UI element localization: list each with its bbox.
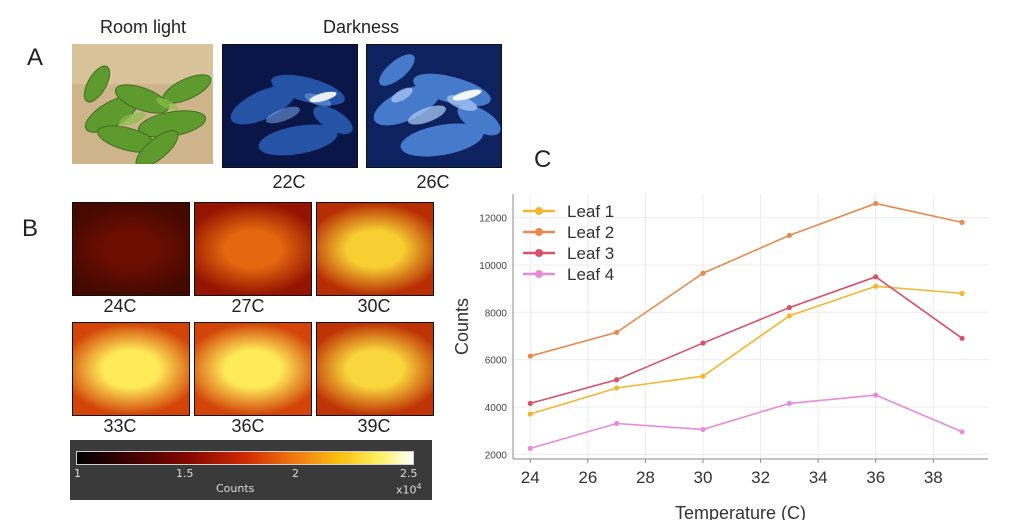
heatmap-caption-27c: 27C: [231, 296, 265, 316]
data-point-leaf-3: [959, 335, 965, 341]
colorbar-tick-2-5: 2.5: [400, 467, 418, 480]
colorbar-tick-1: 1: [74, 467, 81, 480]
heatmap-tile-24c: [72, 202, 190, 296]
data-point-leaf-3: [527, 400, 533, 406]
heatmap-caption-36c: 36C: [231, 416, 265, 436]
data-point-leaf-2: [959, 219, 965, 225]
data-point-leaf-1: [700, 373, 706, 379]
colorbar-label: Counts: [216, 482, 255, 495]
series-line-leaf-3: [530, 275, 963, 405]
y-tick-label: 12000: [479, 214, 507, 225]
data-point-leaf-1: [527, 411, 533, 417]
x-tick-label: 24: [521, 468, 540, 487]
heatmap-caption-33c: 33C: [103, 416, 137, 436]
data-point-leaf-2: [786, 232, 792, 239]
heatmap-caption-24c: 24C: [103, 296, 137, 316]
y-tick-label: 8000: [485, 308, 508, 319]
dark-caption-26c: 26C: [416, 172, 450, 192]
x-tick-label: 26: [578, 468, 597, 487]
legend-marker-leaf-3: [535, 249, 543, 257]
panel-letter-c: C: [534, 146, 552, 173]
data-point-leaf-2: [700, 270, 706, 276]
heatmap-tile-33c: [72, 322, 190, 416]
data-point-leaf-1: [614, 385, 620, 391]
colorbar-gradient: [76, 451, 414, 465]
y-tick-label: 10000: [479, 261, 507, 272]
legend-label-leaf-4: Leaf 4: [567, 265, 614, 284]
heatmap-tile-30c: [316, 202, 434, 296]
room-light-label: Room light: [99, 17, 187, 37]
legend-label-leaf-3: Leaf 3: [567, 244, 614, 263]
data-point-leaf-3: [786, 304, 792, 311]
data-point-leaf-4: [959, 429, 965, 435]
data-point-leaf-2: [614, 329, 620, 336]
y-tick-label: 6000: [485, 356, 508, 367]
data-point-leaf-2: [527, 353, 533, 359]
colorbar-panel: 1 1.5 2 2.5 Counts x104: [70, 440, 432, 500]
data-point-leaf-1: [873, 283, 879, 289]
darkness-22c-image: [222, 44, 358, 168]
legend-marker-leaf-4: [535, 270, 543, 278]
panel-letter-a: A: [27, 44, 44, 71]
data-point-leaf-2: [873, 200, 879, 207]
legend-label-leaf-1: Leaf 1: [567, 202, 614, 221]
dark-caption-22c: 22C: [272, 172, 306, 192]
data-point-leaf-4: [700, 426, 706, 433]
data-point-leaf-4: [527, 445, 533, 451]
heatmap-tile-27c: [194, 202, 312, 296]
darkness-label: Darkness: [322, 17, 400, 37]
x-axis-label: Temperature (C): [675, 503, 806, 520]
panel-letter-b: B: [22, 215, 39, 242]
x-tick-label: 28: [636, 468, 655, 487]
x-tick-label: 30: [694, 468, 713, 487]
y-tick-label: 2000: [485, 450, 508, 461]
x-tick-label: 36: [866, 468, 885, 487]
colorbar-tick-2: 2: [292, 467, 299, 480]
heatmap-caption-39c: 39C: [357, 416, 391, 436]
heatmap-caption-30c: 30C: [357, 296, 391, 316]
line-chart: 24 26 28 30 32 34 36 38 2000 4000 6000 8000 10000 120…: [452, 194, 988, 520]
data-point-leaf-1: [786, 313, 792, 319]
y-tick-label: 4000: [485, 403, 508, 414]
heatmap-tile-39c: [316, 322, 434, 416]
series-line-leaf-2: [530, 202, 963, 357]
y-axis-label: Counts: [452, 298, 472, 355]
colorbar-tick-1-5: 1.5: [176, 467, 194, 480]
x-tick-label: 34: [809, 468, 828, 487]
legend-marker-leaf-1: [535, 207, 543, 215]
colorbar-exponent: x104: [396, 482, 422, 497]
heatmap-tile-36c: [194, 322, 312, 416]
legend-marker-leaf-2: [535, 228, 543, 236]
data-point-leaf-1: [959, 290, 965, 296]
data-point-leaf-4: [873, 392, 879, 398]
series-line-leaf-1: [530, 285, 963, 415]
data-point-leaf-4: [614, 420, 620, 427]
data-point-leaf-3: [614, 377, 620, 383]
darkness-26c-image: [366, 44, 502, 168]
data-point-leaf-3: [873, 274, 879, 280]
legend-label-leaf-2: Leaf 2: [567, 223, 614, 242]
data-point-leaf-3: [700, 340, 706, 346]
data-point-leaf-4: [786, 400, 792, 406]
x-tick-label: 38: [924, 468, 943, 487]
room-light-plant-photo: [72, 44, 213, 164]
series-line-leaf-4: [530, 394, 963, 450]
x-tick-label: 32: [751, 468, 770, 487]
